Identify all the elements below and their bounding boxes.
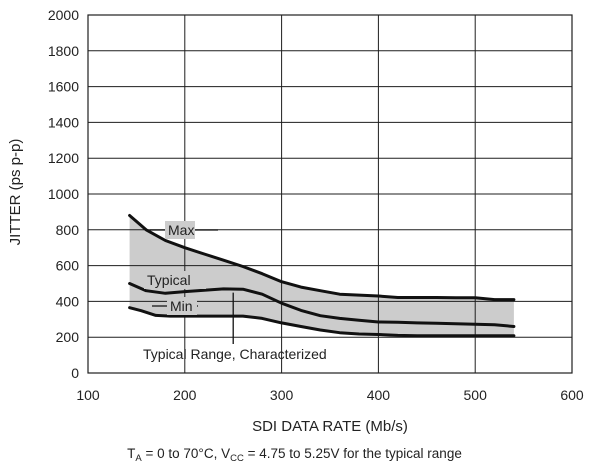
footnote-tail: = 4.75 to 5.25V for the typical range [243,446,462,461]
footnote-t-subscript: A [135,453,142,464]
x-tick-label-200: 200 [173,387,197,403]
x-tick-label-300: 300 [270,387,294,403]
annotation-label-max: Max [168,222,194,238]
y-tick-label-200: 200 [56,329,80,345]
series-line-typical [128,282,516,328]
y-tick-label-0: 0 [71,365,79,381]
y-tick-label-800: 800 [56,222,80,238]
annotation-label-typical: Typical [147,272,191,288]
annotation-layer: Max Typical Min Typical Range, Characterize… [143,221,327,362]
annotation-label-min: Min [170,298,193,314]
tick-label-layer: 100 200 300 400 500 600 0 200 400 600 800 1000 1200 1… [48,7,584,403]
x-tick-label-400: 400 [367,387,391,403]
x-tick-label-600: 600 [560,387,584,403]
series-line-min [128,306,516,338]
y-tick-label-2000: 2000 [48,7,79,23]
series-line-max [128,214,516,302]
annotation-label-band: Typical Range, Characterized [143,346,327,362]
footnote-v-subscript: CC [230,453,244,464]
y-tick-label-1600: 1600 [48,79,79,95]
y-tick-label-1000: 1000 [48,186,79,202]
typical-range-band [129,215,514,336]
x-tick-label-100: 100 [76,387,100,403]
annotation-bg-typical [144,271,206,289]
y-tick-label-1800: 1800 [48,43,79,59]
plot-frame [87,14,573,374]
y-tick-label-600: 600 [56,258,80,274]
footnote-mid: = 0 to 70°C, V [141,446,231,461]
series-layer [128,214,516,338]
annotation-bg-max [165,221,195,239]
footnote-t: T [127,446,136,461]
y-tick-label-400: 400 [56,293,80,309]
annotation-bg-min [167,297,197,315]
y-tick-label-1200: 1200 [48,150,79,166]
y-tick-label-1400: 1400 [48,114,79,130]
x-axis-label: SDI DATA RATE (Mb/s) [252,418,408,435]
x-tick-label-500: 500 [464,387,488,403]
conditions-footnote: TA = 0 to 70°C, VCC = 4.75 to 5.25V for … [0,446,589,464]
y-axis-label: JITTER (ps p-p) [7,139,24,246]
typical-range-band-layer [129,215,514,336]
